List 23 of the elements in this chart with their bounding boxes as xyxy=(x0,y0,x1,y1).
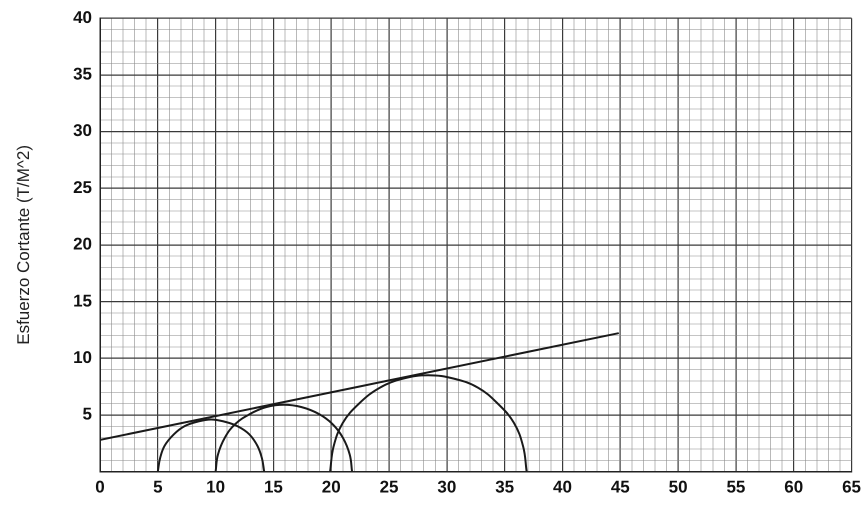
y-axis-title: Esfuerzo Cortante (T/M^2) xyxy=(14,145,33,345)
y-tick-label: 25 xyxy=(73,178,92,197)
x-tick-label: 45 xyxy=(610,477,630,496)
y-tick-label: 35 xyxy=(73,64,92,84)
x-tick-label: 60 xyxy=(784,477,804,496)
y-tick-label: 10 xyxy=(73,348,92,367)
x-tick-label: 0 xyxy=(95,477,105,496)
x-tick-label: 25 xyxy=(380,477,399,496)
y-tick-label: 5 xyxy=(82,404,92,424)
x-tick-label: 10 xyxy=(206,477,226,496)
x-tick-label: 55 xyxy=(726,477,746,496)
y-tick-label: 20 xyxy=(73,234,92,254)
x-tick-label: 20 xyxy=(322,477,341,496)
x-tick-label: 15 xyxy=(264,477,283,496)
y-tick-label: 40 xyxy=(73,8,92,27)
y-tick-label: 15 xyxy=(73,291,92,310)
x-tick-label: 40 xyxy=(553,477,572,496)
x-tick-label: 30 xyxy=(437,477,456,496)
y-tick-label: 30 xyxy=(73,121,92,140)
x-tick-label: 35 xyxy=(495,477,514,496)
x-tick-label: 50 xyxy=(668,477,688,496)
x-tick-label: 65 xyxy=(842,477,862,496)
x-tick-label: 5 xyxy=(153,477,163,496)
